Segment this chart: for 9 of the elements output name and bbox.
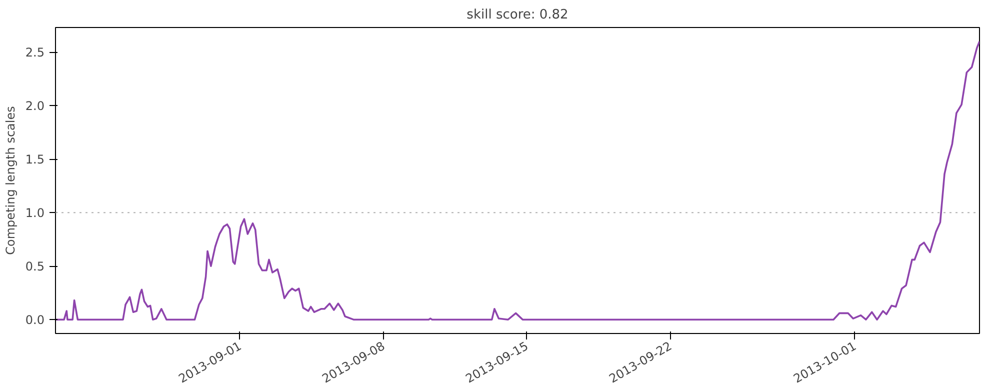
chart-title: skill score: 0.82 xyxy=(466,8,568,22)
y-tick-label: 0.5 xyxy=(25,260,45,274)
line-series xyxy=(56,40,980,320)
y-tick-label: 0.0 xyxy=(25,313,45,328)
y-tick-label: 2.0 xyxy=(25,99,45,114)
y-tick-label: 2.5 xyxy=(25,46,45,60)
y-tick-label: 1.5 xyxy=(25,152,45,167)
y-axis-title: Competing length scales xyxy=(3,106,18,255)
y-tick-label: 1.0 xyxy=(25,206,45,220)
